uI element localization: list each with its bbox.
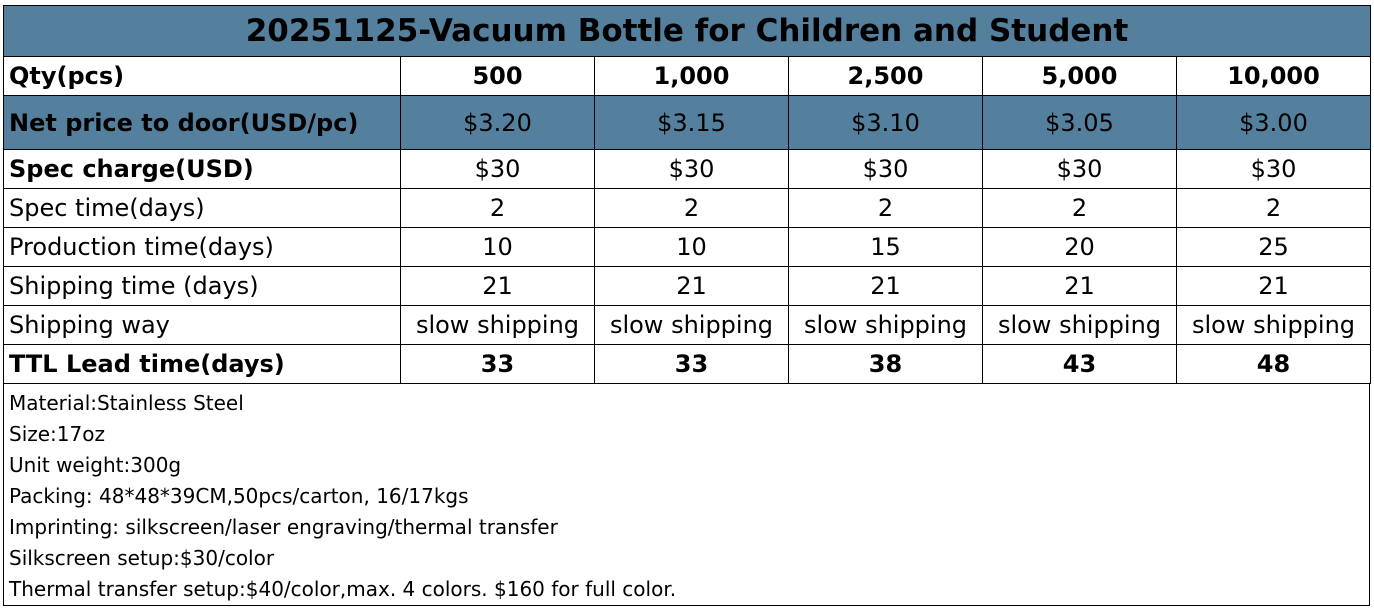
qty-label: Qty(pcs)	[3, 56, 401, 96]
ttl-lead-time-row: TTL Lead time(days) 33 33 38 43 48	[3, 344, 1371, 384]
spec-time-value: 2	[1176, 188, 1371, 228]
production-time-label: Production time(days)	[3, 227, 401, 267]
note-thermal-transfer-setup: Thermal transfer setup:$40/color,max. 4 …	[9, 577, 677, 601]
net-price-value: $3.20	[400, 95, 595, 150]
shipping-way-value: slow shipping	[1176, 305, 1371, 345]
quote-sheet: 20251125-Vacuum Bottle for Children and …	[3, 5, 1371, 606]
shipping-way-value: slow shipping	[788, 305, 983, 345]
ttl-lead-time-label: TTL Lead time(days)	[3, 344, 401, 384]
shipping-time-row: Shipping time (days) 21 21 21 21 21	[3, 266, 1371, 306]
spec-time-value: 2	[982, 188, 1177, 228]
spec-time-value: 2	[594, 188, 789, 228]
spec-time-label: Spec time(days)	[3, 188, 401, 228]
note-size: Size:17oz	[9, 422, 105, 446]
spec-time-row: Spec time(days) 2 2 2 2 2	[3, 188, 1371, 228]
shipping-way-value: slow shipping	[594, 305, 789, 345]
spec-charge-value: $30	[400, 149, 595, 189]
table-title: 20251125-Vacuum Bottle for Children and …	[3, 5, 1371, 57]
qty-value: 1,000	[594, 56, 789, 96]
production-time-value: 20	[982, 227, 1177, 267]
spec-time-value: 2	[400, 188, 595, 228]
shipping-time-value: 21	[788, 266, 983, 306]
ttl-lead-time-value: 33	[400, 344, 595, 384]
net-price-value: $3.00	[1176, 95, 1371, 150]
shipping-time-value: 21	[400, 266, 595, 306]
shipping-time-value: 21	[594, 266, 789, 306]
note-imprinting: Imprinting: silkscreen/laser engraving/t…	[9, 515, 558, 539]
ttl-lead-time-value: 48	[1176, 344, 1371, 384]
ttl-lead-time-value: 43	[982, 344, 1177, 384]
net-price-value: $3.10	[788, 95, 983, 150]
title-row: 20251125-Vacuum Bottle for Children and …	[3, 5, 1371, 57]
net-price-value: $3.05	[982, 95, 1177, 150]
production-time-value: 10	[400, 227, 595, 267]
ttl-lead-time-value: 33	[594, 344, 789, 384]
qty-value: 5,000	[982, 56, 1177, 96]
spec-charge-value: $30	[788, 149, 983, 189]
spec-charge-value: $30	[1176, 149, 1371, 189]
note-material: Material:Stainless Steel	[9, 391, 244, 415]
shipping-time-value: 21	[1176, 266, 1371, 306]
note-unit-weight: Unit weight:300g	[9, 453, 182, 477]
net-price-label: Net price to door(USD/pc)	[3, 95, 401, 150]
net-price-value: $3.15	[594, 95, 789, 150]
shipping-way-value: slow shipping	[982, 305, 1177, 345]
qty-value: 500	[400, 56, 595, 96]
shipping-way-row: Shipping way slow shipping slow shipping…	[3, 305, 1371, 345]
pricing-table: 20251125-Vacuum Bottle for Children and …	[3, 5, 1371, 384]
production-time-row: Production time(days) 10 10 15 20 25	[3, 227, 1371, 267]
shipping-time-label: Shipping time (days)	[3, 266, 401, 306]
note-packing: Packing: 48*48*39CM,50pcs/carton, 16/17k…	[9, 484, 469, 508]
shipping-time-value: 21	[982, 266, 1177, 306]
spec-charge-row: Spec charge(USD) $30 $30 $30 $30 $30	[3, 149, 1371, 189]
shipping-way-label: Shipping way	[3, 305, 401, 345]
spec-time-value: 2	[788, 188, 983, 228]
qty-value: 2,500	[788, 56, 983, 96]
net-price-row: Net price to door(USD/pc) $3.20 $3.15 $3…	[3, 95, 1371, 150]
spec-charge-label: Spec charge(USD)	[3, 149, 401, 189]
qty-value: 10,000	[1176, 56, 1371, 96]
production-time-value: 10	[594, 227, 789, 267]
product-notes: Material:Stainless Steel Size:17oz Unit …	[3, 384, 1370, 606]
shipping-way-value: slow shipping	[400, 305, 595, 345]
qty-row: Qty(pcs) 500 1,000 2,500 5,000 10,000	[3, 56, 1371, 96]
note-silkscreen-setup: Silkscreen setup:$30/color	[9, 546, 275, 570]
spec-charge-value: $30	[982, 149, 1177, 189]
spec-charge-value: $30	[594, 149, 789, 189]
production-time-value: 25	[1176, 227, 1371, 267]
ttl-lead-time-value: 38	[788, 344, 983, 384]
production-time-value: 15	[788, 227, 983, 267]
